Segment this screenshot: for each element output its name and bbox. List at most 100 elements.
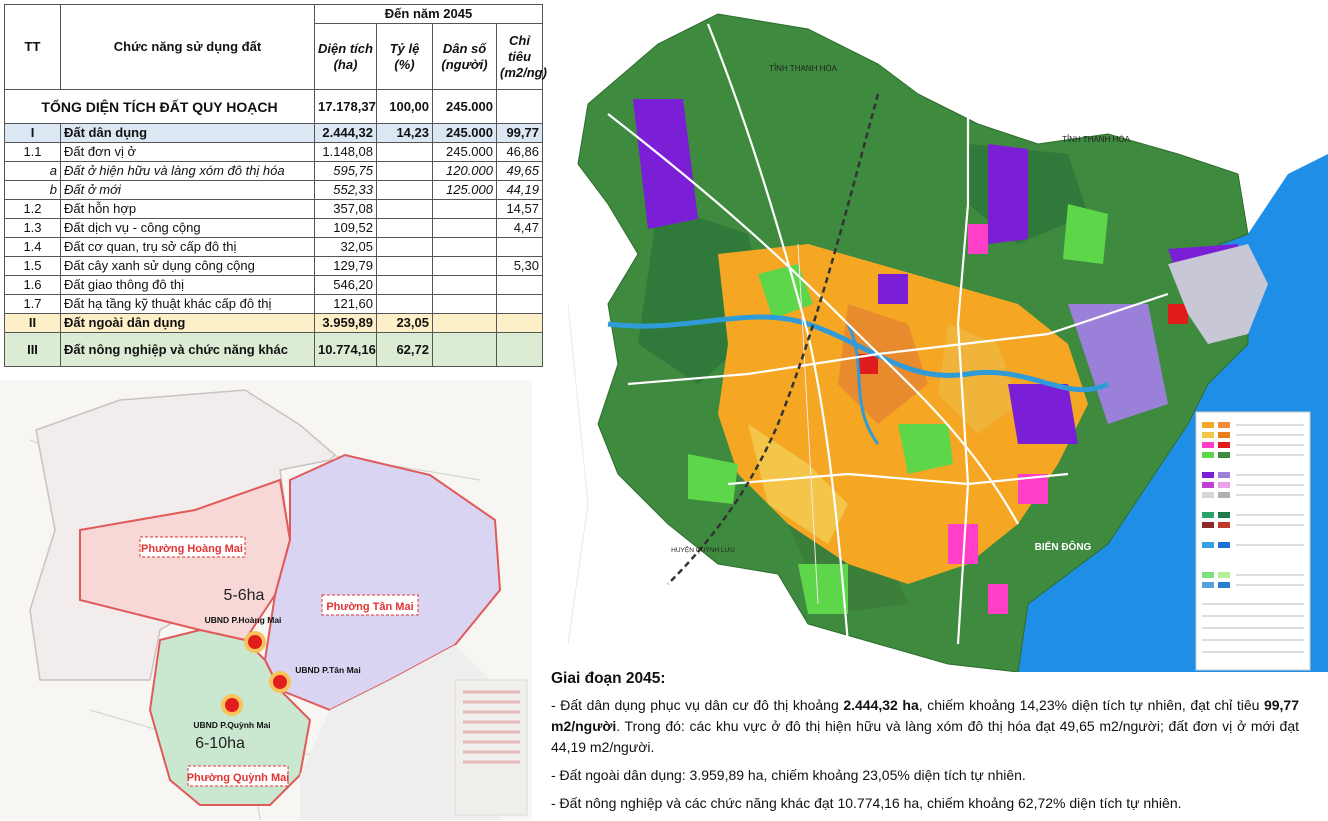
total-ratio: 100,00: [376, 89, 433, 124]
cell-tt: 1.5: [4, 256, 61, 276]
table-row: 1.5 Đất cây xanh sử dụng công cộng 129,79 5…: [4, 256, 543, 276]
cell-indicator: 46,86: [496, 142, 543, 162]
p1-text-a: - Đất dân dụng phục vụ dân cư đô thị kho…: [551, 697, 844, 713]
cell-name: Đất cơ quan, trụ sở cấp đô thị: [60, 237, 315, 257]
table-row: III Đất nông nghiệp và chức năng khác 10.7…: [4, 332, 543, 367]
p1-indicator-bold: 99,77 m2/người: [551, 697, 1299, 734]
marker-quynh-mai[interactable]: [221, 694, 243, 716]
cell-tt: 1.6: [4, 275, 61, 295]
cell-name: Đất đơn vị ở: [60, 142, 315, 162]
cell-area: 546,20: [314, 275, 377, 295]
cell-name: Đất ở mới: [60, 180, 315, 200]
cell-indicator: 49,65: [496, 161, 543, 181]
cell-area: 32,05: [314, 237, 377, 257]
marker-hoang-mai[interactable]: [244, 631, 266, 653]
cell-tt: 1.1: [4, 142, 61, 162]
cell-tt: 1.3: [4, 218, 61, 238]
col-population: Dân số (người): [432, 23, 497, 90]
ward-label-quynh-mai: Phường Quỳnh Mai: [187, 772, 290, 784]
cell-population: [432, 275, 497, 295]
cell-name: Đất ngoài dân dụng: [60, 313, 315, 333]
cell-name: Đất hỗn hợp: [60, 199, 315, 219]
cell-name: Đất cây xanh sử dụng công cộng: [60, 256, 315, 276]
cell-name: Đất giao thông đô thị: [60, 275, 315, 295]
cell-population: 120.000: [432, 161, 497, 181]
cell-area: 121,60: [314, 294, 377, 314]
p1-text-e: . Trong đó: các khu vực ở đô thị hiện hữ…: [551, 718, 1299, 755]
paragraph-residential-land: - Đất dân dụng phục vụ dân cư đô thị kho…: [551, 695, 1299, 758]
table-row: a Đất ở hiện hữu và làng xóm đô thị hóa 59…: [4, 161, 543, 181]
cell-population: 125.000: [432, 180, 497, 200]
label-quynh-luu-north: HUYỆN QUỲNH LƯU: [560, 238, 624, 247]
cell-indicator: [496, 294, 543, 314]
cell-tt: II: [4, 313, 61, 333]
p1-area-bold: 2.444,32 ha: [843, 697, 919, 713]
marker-tan-mai[interactable]: [269, 671, 291, 693]
table-row: II Đất ngoài dân dụng 3.959,89 23,05: [4, 313, 543, 333]
cell-indicator: [496, 313, 543, 333]
cell-area: 109,52: [314, 218, 377, 238]
cell-area: 10.774,16: [314, 332, 377, 367]
cell-tt: I: [4, 123, 61, 143]
cell-ratio: [376, 180, 433, 200]
stage-description: Giai đoạn 2045: - Đất dân dụng phục vụ d…: [551, 668, 1299, 821]
col-tt: TT: [4, 4, 61, 90]
table-row: b Đất ở mới 552,33 125.000 44,19: [4, 180, 543, 200]
cell-name: Đất dân dụng: [60, 123, 315, 143]
cell-indicator: [496, 275, 543, 295]
cell-indicator: 14,57: [496, 199, 543, 219]
p1-text-c: , chiếm khoảng 14,23% diện tích tự nhiên…: [918, 697, 1264, 713]
cell-ratio: [376, 142, 433, 162]
cell-indicator: 5,30: [496, 256, 543, 276]
cell-indicator: [496, 237, 543, 257]
table-row: 1.3 Đất dịch vụ - công cộng 109,52 4,47: [4, 218, 543, 238]
cell-ratio: [376, 218, 433, 238]
cell-name: Đất ở hiện hữu và làng xóm đô thị hóa: [60, 161, 315, 181]
cell-area: 1.148,08: [314, 142, 377, 162]
label-quynh-luu-south: HUYỆN QUỲNH LƯU: [671, 545, 735, 554]
paragraph-non-residential-land: - Đất ngoài dân dụng: 3.959,89 ha, chiếm…: [551, 767, 1026, 783]
ward-label-tan-mai: Phường Tân Mai: [326, 601, 413, 613]
total-indicator: [496, 89, 543, 124]
cell-tt: b: [4, 180, 61, 200]
cell-tt: 1.7: [4, 294, 61, 314]
ward-map: Phường Hoàng Mai Phường Tân Mai Phường Q…: [0, 380, 532, 820]
cell-ratio: [376, 256, 433, 276]
cell-area: 129,79: [314, 256, 377, 276]
cell-population: [432, 218, 497, 238]
cell-population: 245.000: [432, 142, 497, 162]
cell-population: [432, 332, 497, 367]
land-use-table: TT Chức năng sử dụng đất Đến năm 2045 Di…: [4, 4, 547, 367]
office-label-quynh-mai: UBND P.Quỳnh Mai: [193, 720, 270, 730]
cell-ratio: [376, 199, 433, 219]
cell-name: Đất nông nghiệp và chức năng khác: [60, 332, 315, 367]
cell-name: Đất dịch vụ - công cộng: [60, 218, 315, 238]
cell-population: [432, 294, 497, 314]
cell-ratio: 23,05: [376, 313, 433, 333]
office-label-hoang-mai: UBND P.Hoàng Mai: [205, 615, 282, 625]
label-sea: BIỂN ĐÔNG: [1035, 540, 1092, 553]
industrial-zone-nw: [633, 99, 698, 229]
cell-ratio: [376, 275, 433, 295]
label-thanh-hoa: TỈNH THANH HÓA: [769, 64, 838, 73]
total-label: TỔNG DIỆN TÍCH ĐẤT QUY HOẠCH: [4, 89, 315, 124]
total-population: 245.000: [432, 89, 497, 124]
cell-ratio: 14,23: [376, 123, 433, 143]
col-period: Đến năm 2045: [314, 4, 543, 24]
cell-area: 595,75: [314, 161, 377, 181]
table-row-total: TỔNG DIỆN TÍCH ĐẤT QUY HOẠCH 17.178,37 1…: [4, 89, 543, 124]
table-row: 1.2 Đất hỗn hợp 357,08 14,57: [4, 199, 543, 219]
cell-area: 357,08: [314, 199, 377, 219]
cell-population: [432, 237, 497, 257]
cell-population: 245.000: [432, 123, 497, 143]
cell-population: [432, 199, 497, 219]
col-function: Chức năng sử dụng đất: [60, 4, 315, 90]
table-row: 1.6 Đất giao thông đô thị 546,20: [4, 275, 543, 295]
land-use-plan-map: TỈNH THANH HÓA TỈNH THANH HÓA HUYỆN QUỲN…: [548, 4, 1328, 672]
cell-tt: 1.4: [4, 237, 61, 257]
cell-tt: a: [4, 161, 61, 181]
cell-area: 552,33: [314, 180, 377, 200]
cell-ratio: [376, 294, 433, 314]
area-note-north: 5-6ha: [224, 587, 265, 604]
col-area: Diện tích (ha): [314, 23, 377, 90]
